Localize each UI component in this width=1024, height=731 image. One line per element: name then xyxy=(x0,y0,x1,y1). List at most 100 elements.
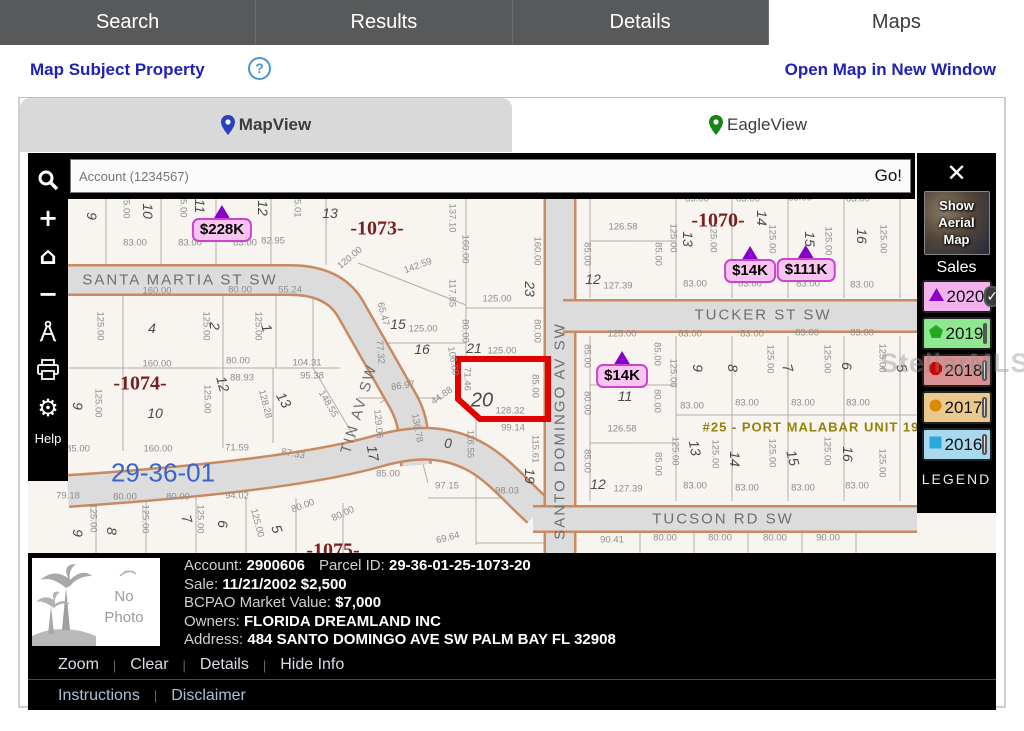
dimension-label: 83.00 xyxy=(178,237,202,249)
year-filter-2019[interactable]: 2019 xyxy=(921,317,992,350)
year-checkbox-2020[interactable]: ✓ xyxy=(984,286,996,307)
zoom-link[interactable]: Zoom xyxy=(58,656,99,673)
info-label: Parcel ID: xyxy=(318,557,389,574)
toolbar-help-button[interactable]: Help xyxy=(34,431,62,446)
dimension-label: 83.00 xyxy=(846,397,870,409)
search-icon[interactable] xyxy=(31,161,65,199)
dimension-label: 83.00 xyxy=(795,327,819,339)
dimension-label: 83.00 xyxy=(845,480,869,492)
lot-number: 4 xyxy=(148,320,156,336)
account-search-input[interactable] xyxy=(71,168,867,184)
lot-number: 10 xyxy=(147,405,163,421)
year-filter-2018[interactable]: 2018 xyxy=(921,354,992,387)
link-separator: | xyxy=(112,657,117,673)
legend-button[interactable]: LEGEND xyxy=(921,471,992,487)
close-icon[interactable]: ✕ xyxy=(946,159,967,187)
dimension-label: 125.00 xyxy=(669,436,681,466)
plat-label: -1074- xyxy=(113,372,167,395)
info-value: 29-36-01-25-1073-20 xyxy=(388,557,531,574)
lot-number: 9 xyxy=(70,529,86,537)
dimension-label: 115.61 xyxy=(529,434,541,464)
dimension-label: 125.00 xyxy=(92,388,104,418)
dimension-label: 125.00 xyxy=(667,358,679,388)
year-checkbox-2019[interactable] xyxy=(983,323,988,344)
go-button[interactable]: Go! xyxy=(867,166,910,186)
dimension-label: 82.95 xyxy=(261,235,285,247)
dimension-label: 160.00 xyxy=(142,358,172,370)
year-checkbox-2016[interactable] xyxy=(982,434,987,455)
dimension-label: 160.00 xyxy=(143,443,173,455)
clear-link[interactable]: Clear xyxy=(130,656,169,673)
dimension-label: 85.00 xyxy=(581,449,593,473)
lot-number: 13 xyxy=(322,205,338,221)
print-icon[interactable] xyxy=(31,351,65,389)
dimension-label: 85.00 xyxy=(651,342,663,366)
dimension-label: 125.00 xyxy=(87,503,99,533)
dimension-label: 127.39 xyxy=(603,280,633,292)
hide-info-link[interactable]: Hide Info xyxy=(280,656,345,673)
dimension-label: 83.00 xyxy=(123,237,147,249)
zoom-in-icon[interactable]: + xyxy=(31,199,65,237)
dimension-label: 83.00 xyxy=(846,193,870,205)
settings-icon[interactable]: ⚙ xyxy=(31,389,65,427)
sale-2016-icon xyxy=(929,436,942,454)
year-checkbox-2017[interactable] xyxy=(982,397,987,418)
tab-results[interactable]: Results xyxy=(256,0,513,45)
blue-pin-icon xyxy=(220,115,235,135)
subject-parcel-highlight[interactable] xyxy=(455,356,551,422)
map-subject-property-link[interactable]: Map Subject Property xyxy=(30,60,205,79)
lot-number: 10 xyxy=(140,203,156,219)
view-tab-strip: MapView EagleView xyxy=(20,98,1004,152)
sale-price-tag[interactable]: $14K xyxy=(596,351,648,388)
show-aerial-map-button[interactable]: Show Aerial Map xyxy=(923,191,990,255)
help-icon[interactable]: ? xyxy=(248,57,271,80)
dimension-label: 83.00 xyxy=(680,400,704,412)
dimension-label: 80.00 xyxy=(113,491,137,503)
lot-number: 21 xyxy=(466,340,482,356)
open-map-new-window-link[interactable]: Open Map in New Window xyxy=(784,60,996,79)
dimension-label: 80.00 xyxy=(651,389,663,413)
disclaimer-link[interactable]: Disclaimer xyxy=(171,686,246,704)
link-separator: | xyxy=(153,688,158,703)
info-value: 11/21/2002 $2,500 xyxy=(222,575,347,593)
dimension-label: 85.00 xyxy=(376,468,400,480)
sale-price-tag[interactable]: $228K xyxy=(191,205,253,242)
dimension-label: 85.00 xyxy=(529,374,541,398)
no-photo-label: No Photo xyxy=(104,588,144,626)
dimension-label: 125.00 xyxy=(94,311,106,341)
measure-icon[interactable] xyxy=(31,313,65,351)
year-filter-2017[interactable]: 2017 xyxy=(921,391,992,424)
dimension-label: 80.00 xyxy=(226,355,250,367)
home-glyph: ⌂ xyxy=(39,242,57,270)
details-link[interactable]: Details xyxy=(199,656,249,673)
dimension-label: 77.32 xyxy=(373,339,387,365)
sale-price-tag[interactable]: $14K xyxy=(724,246,776,283)
tab-mapview[interactable]: MapView xyxy=(20,98,512,152)
tab-search[interactable]: Search xyxy=(0,0,257,45)
sale-price-tag[interactable]: $111K xyxy=(776,245,836,282)
info-line: Address: 484 SANTO DOMINGO AVE SW PALM B… xyxy=(184,631,630,650)
tab-details[interactable]: Details xyxy=(513,0,769,45)
unit-label: #25 - PORT MALABAR UNIT 19 xyxy=(702,419,920,435)
instructions-link[interactable]: Instructions xyxy=(58,686,140,704)
map-viewport[interactable]: SANTA MARTIA ST SW TUCKER ST SW TUCSON RD … xyxy=(28,153,996,553)
zoom-out-icon[interactable]: − xyxy=(31,275,65,313)
year-filter-2020[interactable]: 2020 ✓ xyxy=(921,280,996,313)
dimension-label: 126.58 xyxy=(608,221,638,233)
year-filter-2016[interactable]: 2016 xyxy=(921,428,992,461)
tab-eagleview[interactable]: EagleView xyxy=(512,98,1004,152)
year-checkbox-2018[interactable] xyxy=(982,360,987,381)
subject-lot-number: 20 xyxy=(470,389,494,412)
dimension-label: 160.00 xyxy=(531,236,543,266)
info-line: Sale: 11/21/2002 $2,500 xyxy=(184,576,630,595)
sale-2017-icon xyxy=(929,399,942,417)
dimension-label: 125.00 xyxy=(667,223,679,253)
settings-glyph: ⚙ xyxy=(37,394,59,422)
home-icon[interactable]: ⌂ xyxy=(31,237,65,275)
tab-eagleview-label: EagleView xyxy=(726,115,808,134)
dimension-label: 95.38 xyxy=(300,370,324,382)
dimension-label: 83.00 xyxy=(735,397,759,409)
dimension-label: 128.32 xyxy=(495,405,525,417)
sale-triangle-icon xyxy=(796,245,815,260)
tab-maps[interactable]: Maps xyxy=(768,0,1024,45)
